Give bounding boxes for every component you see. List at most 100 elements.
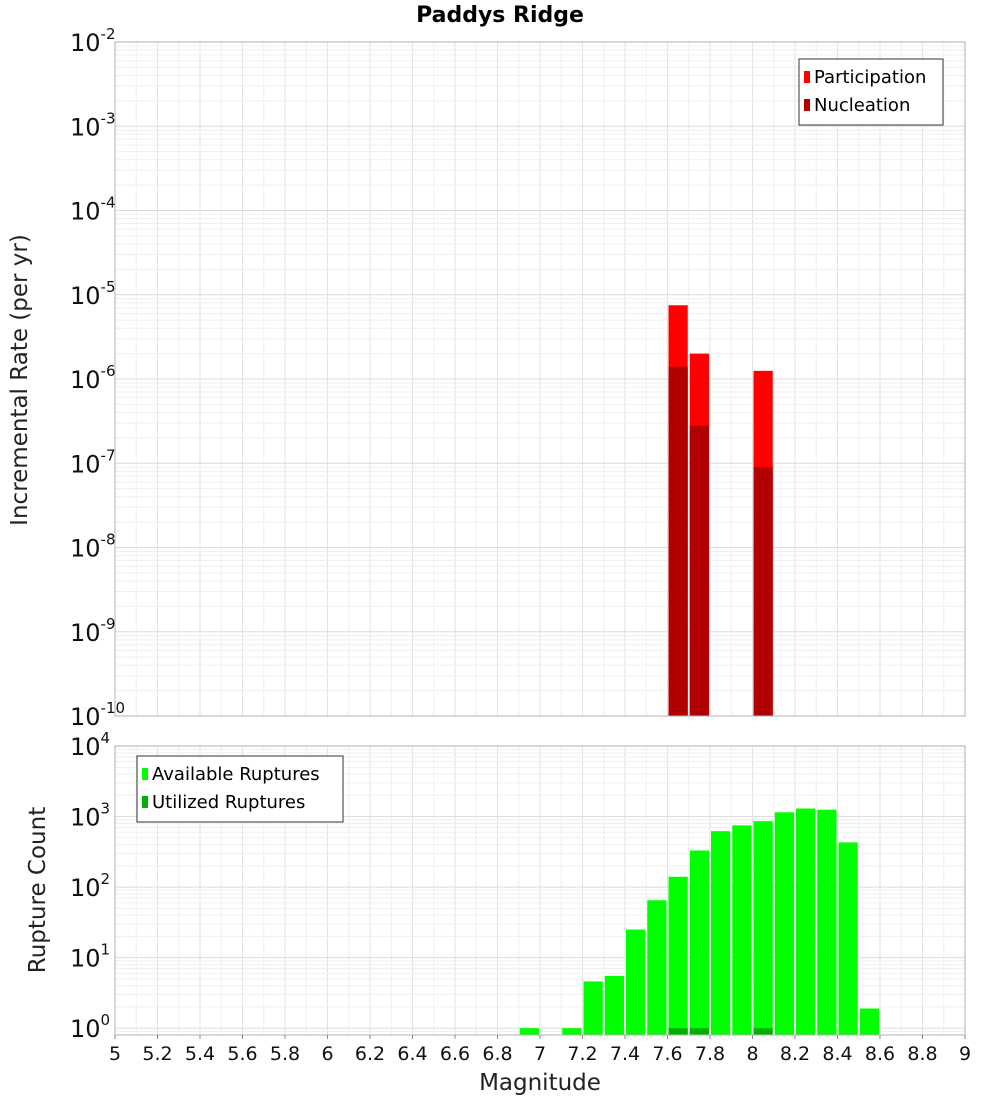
bottom-y-tick-base: 10 bbox=[70, 804, 101, 832]
x-tick-label: 6 bbox=[321, 1043, 333, 1065]
bottom-y-tick-exp: 1 bbox=[101, 941, 111, 959]
bottom-available-ruptures-bar bbox=[838, 842, 858, 1035]
x-tick-label: 8 bbox=[746, 1043, 758, 1065]
bottom-available-ruptures-bar bbox=[668, 876, 688, 1035]
x-axis-label: Magnitude bbox=[479, 1070, 601, 1096]
top-y-tick-label: 10-5 bbox=[70, 278, 116, 310]
top-nucleation-bar bbox=[668, 366, 688, 716]
top-y-tick-exp: -9 bbox=[101, 615, 116, 633]
top-y-axis-label: Incremental Rate (per yr) bbox=[7, 234, 33, 526]
top-legend-swatch bbox=[804, 71, 810, 83]
x-tick-label: 6.8 bbox=[482, 1043, 512, 1065]
top-y-tick-base: 10 bbox=[70, 366, 101, 394]
bottom-available-ruptures-bar bbox=[604, 975, 624, 1035]
x-tick-label: 7.8 bbox=[695, 1043, 725, 1065]
bottom-legend-label: Utilized Ruptures bbox=[152, 792, 305, 813]
bottom-available-ruptures-bar bbox=[753, 821, 773, 1035]
bottom-utilized-ruptures-bar bbox=[689, 1028, 709, 1035]
bottom-y-tick-exp: 4 bbox=[101, 729, 111, 747]
top-y-tick-base: 10 bbox=[70, 450, 101, 478]
bottom-y-tick-exp: 3 bbox=[101, 800, 111, 818]
top-y-tick-exp: -5 bbox=[101, 278, 116, 296]
bottom-legend-box bbox=[136, 755, 344, 823]
top-y-tick-label: 10-4 bbox=[70, 194, 116, 226]
bottom-legend-label: Available Ruptures bbox=[152, 764, 320, 785]
bottom-available-ruptures-bar bbox=[626, 929, 646, 1035]
x-tick-label: 5 bbox=[109, 1043, 121, 1065]
bottom-available-ruptures-bar bbox=[859, 1008, 879, 1035]
bottom-available-ruptures-bar bbox=[562, 1028, 582, 1035]
x-tick-label: 6.2 bbox=[355, 1043, 385, 1065]
top-y-tick-base: 10 bbox=[70, 198, 101, 226]
bottom-available-ruptures-bar bbox=[817, 809, 837, 1035]
bottom-utilized-ruptures-bar bbox=[753, 1028, 773, 1035]
bottom-y-axis-label: Rupture Count bbox=[25, 807, 51, 973]
x-tick-label: 7.6 bbox=[652, 1043, 682, 1065]
top-y-tick-label: 10-9 bbox=[70, 615, 116, 647]
bottom-y-tick-exp: 0 bbox=[101, 1011, 111, 1029]
top-y-tick-base: 10 bbox=[70, 703, 101, 731]
top-y-tick-base: 10 bbox=[70, 29, 101, 57]
x-tick-label: 5.6 bbox=[227, 1043, 257, 1065]
top-y-tick-label: 10-8 bbox=[70, 531, 116, 563]
top-y-tick-exp: -7 bbox=[101, 446, 116, 464]
bottom-available-ruptures-bar bbox=[519, 1028, 539, 1035]
top-legend-label: Nucleation bbox=[814, 95, 910, 116]
bottom-available-ruptures-bar bbox=[774, 812, 794, 1035]
top-legend-label: Participation bbox=[814, 67, 926, 88]
bottom-available-ruptures-bar bbox=[583, 981, 603, 1035]
x-tick-label: 7.4 bbox=[610, 1043, 640, 1065]
x-tick-label: 8.2 bbox=[780, 1043, 810, 1065]
x-tick-label: 5.4 bbox=[185, 1043, 215, 1065]
bottom-legend-swatch bbox=[142, 768, 148, 780]
x-tick-label: 7.2 bbox=[567, 1043, 597, 1065]
x-tick-label: 6.6 bbox=[440, 1043, 470, 1065]
bottom-available-ruptures-bar bbox=[711, 831, 731, 1035]
top-y-tick-exp: -10 bbox=[101, 699, 126, 717]
top-y-tick-exp: -8 bbox=[101, 531, 116, 549]
bottom-y-tick-label: 100 bbox=[70, 1011, 110, 1043]
x-tick-label: 8.6 bbox=[865, 1043, 895, 1065]
x-tick-label: 7 bbox=[534, 1043, 546, 1065]
top-y-tick-exp: -2 bbox=[101, 25, 116, 43]
top-y-tick-label: 10-7 bbox=[70, 446, 116, 478]
chart-title: Paddys Ridge bbox=[416, 3, 584, 28]
bottom-y-tick-base: 10 bbox=[70, 1015, 101, 1043]
bottom-y-tick-label: 104 bbox=[70, 729, 110, 761]
x-tick-label: 9 bbox=[959, 1043, 971, 1065]
x-tick-label: 8.8 bbox=[907, 1043, 937, 1065]
top-y-tick-base: 10 bbox=[70, 282, 101, 310]
top-y-tick-exp: -4 bbox=[101, 194, 116, 212]
bottom-available-ruptures-bar bbox=[796, 808, 816, 1035]
top-y-tick-label: 10-3 bbox=[70, 109, 116, 141]
top-legend-swatch bbox=[804, 99, 810, 111]
bottom-y-tick-base: 10 bbox=[70, 874, 101, 902]
top-y-tick-base: 10 bbox=[70, 535, 101, 563]
top-nucleation-bar bbox=[753, 467, 773, 716]
top-y-tick-base: 10 bbox=[70, 113, 101, 141]
top-y-tick-label: 10-10 bbox=[70, 699, 125, 731]
bottom-y-tick-base: 10 bbox=[70, 733, 101, 761]
bottom-y-tick-label: 102 bbox=[70, 870, 110, 902]
bottom-available-ruptures-bar bbox=[647, 900, 667, 1035]
bottom-y-tick-label: 103 bbox=[70, 800, 110, 832]
x-tick-label: 8.4 bbox=[822, 1043, 852, 1065]
x-tick-label: 5.8 bbox=[270, 1043, 300, 1065]
x-tick-label: 6.4 bbox=[397, 1043, 427, 1065]
top-y-tick-label: 10-2 bbox=[70, 25, 116, 57]
bottom-available-ruptures-bar bbox=[732, 825, 752, 1035]
top-nucleation-bar bbox=[689, 425, 709, 716]
top-y-tick-exp: -3 bbox=[101, 109, 116, 127]
top-y-tick-exp: -6 bbox=[101, 362, 116, 380]
x-tick-label: 5.2 bbox=[142, 1043, 172, 1065]
bottom-legend-swatch bbox=[142, 796, 148, 808]
top-y-tick-label: 10-6 bbox=[70, 362, 116, 394]
bottom-utilized-ruptures-bar bbox=[668, 1028, 688, 1035]
bottom-y-tick-label: 101 bbox=[70, 941, 110, 973]
top-plot-frame bbox=[114, 41, 966, 717]
top-y-tick-base: 10 bbox=[70, 619, 101, 647]
bottom-available-ruptures-bar bbox=[689, 850, 709, 1035]
bottom-y-tick-exp: 2 bbox=[101, 870, 111, 888]
